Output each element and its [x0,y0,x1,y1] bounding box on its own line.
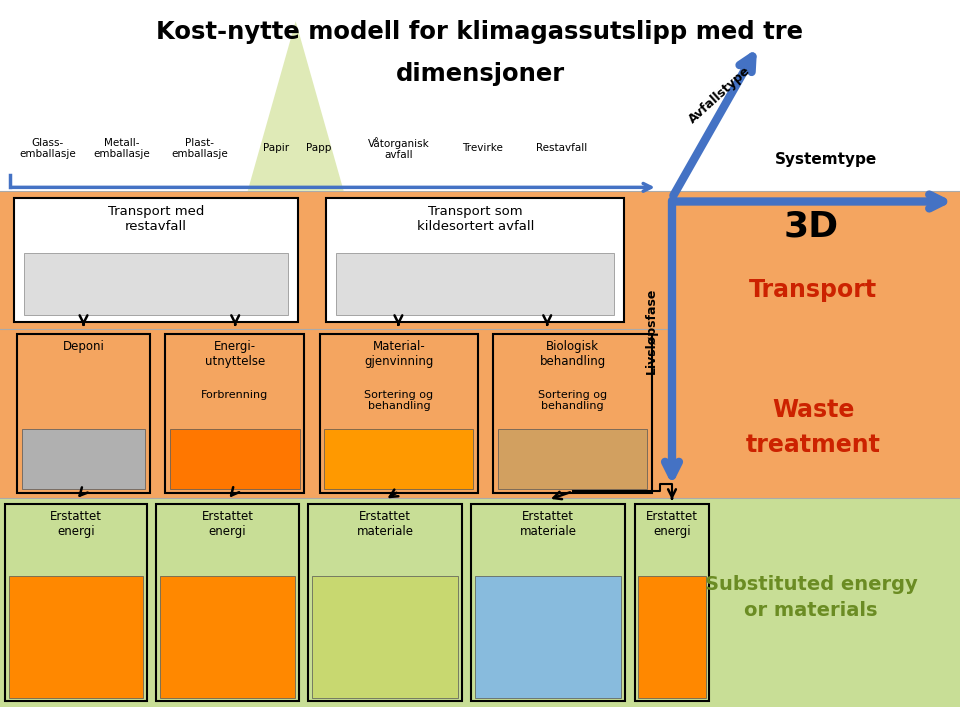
Bar [0,191,667,329]
Bar [24,252,288,315]
Text: Glass-
emballasje: Glass- emballasje [19,138,77,159]
FancyBboxPatch shape [17,334,150,493]
Bar [0,0,960,191]
FancyBboxPatch shape [165,334,304,493]
Text: Deponi: Deponi [62,340,105,353]
Text: Erstattet
energi: Erstattet energi [50,510,102,538]
Text: Papir: Papir [263,144,290,153]
Text: Energi-
utnyttelse: Energi- utnyttelse [204,340,265,368]
Bar [475,575,621,698]
Bar [667,191,960,498]
Text: Biologisk
behandling: Biologisk behandling [540,340,606,368]
Bar [170,429,300,489]
Bar [0,329,667,498]
Text: Livsløpsfase: Livsløpsfase [644,287,658,374]
Bar [312,575,458,698]
Text: Transport med
restavfall: Transport med restavfall [108,205,204,233]
Text: Erstattet
materiale: Erstattet materiale [356,510,414,538]
Text: Transport som
kildesortert avfall: Transport som kildesortert avfall [417,205,534,233]
Text: Erstattet
materiale: Erstattet materiale [519,510,577,538]
Text: Forbrenning: Forbrenning [201,390,269,399]
Bar [22,429,145,489]
FancyBboxPatch shape [320,334,478,493]
Text: Substituted energy
or materials: Substituted energy or materials [705,575,918,620]
Bar [336,252,614,315]
Text: Våtorganisk
avfall: Våtorganisk avfall [368,136,429,160]
Text: 3D: 3D [783,209,839,243]
FancyBboxPatch shape [308,504,462,701]
FancyBboxPatch shape [14,198,298,322]
Bar [0,498,960,707]
Text: Material-
gjenvinning: Material- gjenvinning [364,340,434,368]
Text: Sortering og
behandling: Sortering og behandling [538,390,608,411]
Text: Papp: Papp [306,144,331,153]
Text: Avfallstype: Avfallstype [686,64,754,127]
Text: dimensjoner: dimensjoner [396,62,564,86]
Bar [498,429,647,489]
FancyBboxPatch shape [156,504,299,701]
Polygon shape [248,21,344,191]
Text: treatment: treatment [746,433,880,457]
Bar [160,575,295,698]
FancyBboxPatch shape [5,504,147,701]
Text: Restavfall: Restavfall [536,144,588,153]
Bar [324,429,473,489]
FancyBboxPatch shape [493,334,652,493]
Text: Systemtype: Systemtype [775,151,876,167]
Text: Waste: Waste [772,398,854,422]
Text: Erstattet
energi: Erstattet energi [202,510,253,538]
Text: Kost-nytte modell for klimagassutslipp med tre: Kost-nytte modell for klimagassutslipp m… [156,20,804,44]
FancyBboxPatch shape [326,198,624,322]
FancyBboxPatch shape [635,504,709,701]
Bar [638,575,706,698]
Text: Transport: Transport [749,278,877,302]
Text: Erstattet
energi: Erstattet energi [646,510,698,538]
FancyBboxPatch shape [471,504,625,701]
Text: Plast-
emballasje: Plast- emballasje [171,138,228,159]
Bar [9,575,143,698]
Text: Metall-
emballasje: Metall- emballasje [93,138,151,159]
Text: Sortering og
behandling: Sortering og behandling [364,390,434,411]
Text: Trevirke: Trevirke [463,144,503,153]
